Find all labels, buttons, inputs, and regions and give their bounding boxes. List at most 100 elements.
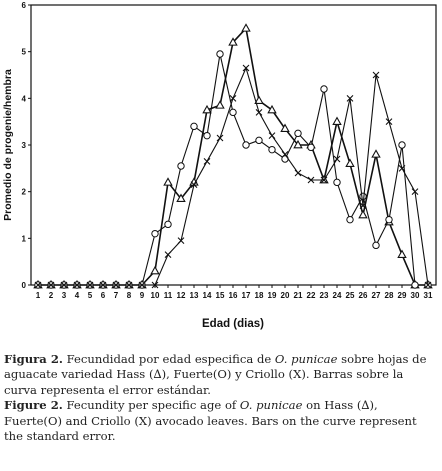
point-criollo (268, 132, 276, 140)
y-tick-label: 5 (22, 48, 27, 57)
series-criollo (34, 64, 432, 289)
point-criollo (112, 281, 120, 289)
point-hass (332, 116, 342, 126)
x-tick-label: 1 (36, 291, 41, 300)
point-criollo (177, 237, 185, 245)
point-criollo (86, 281, 94, 289)
point-hass (280, 123, 290, 133)
x-tick-label: 21 (294, 291, 303, 300)
point-fuerte (177, 162, 185, 170)
y-tick-label: 6 (22, 1, 27, 10)
series-line-fuerte (38, 53, 428, 286)
point-criollo (203, 157, 211, 165)
point-criollo (398, 164, 406, 172)
point-fuerte (229, 108, 237, 117)
point-fuerte (255, 136, 263, 145)
point-hass (241, 23, 251, 32)
point-criollo (138, 281, 146, 289)
x-tick-label: 20 (281, 291, 290, 300)
series-line-hass (38, 26, 428, 286)
point-fuerte (242, 141, 250, 149)
point-criollo (372, 71, 380, 79)
point-fuerte (294, 129, 302, 138)
point-criollo (307, 176, 315, 184)
point-criollo (359, 202, 367, 210)
point-criollo (255, 108, 263, 116)
point-criollo (190, 181, 198, 189)
y-axis-title: Promedio de progenie/hembra (2, 69, 14, 221)
series-hass (33, 23, 433, 289)
x-tick-label: 22 (307, 291, 316, 300)
point-criollo (34, 281, 42, 289)
x-tick-label: 23 (320, 291, 329, 300)
point-criollo (125, 281, 133, 289)
x-tick-label: 4 (75, 291, 80, 300)
point-fuerte (307, 143, 315, 152)
point-fuerte (151, 229, 159, 238)
point-hass (215, 100, 225, 109)
point-criollo (164, 251, 172, 259)
x-tick-label: 30 (411, 291, 420, 300)
caption-english: Figure 2. Fecundity per specific age of … (4, 398, 438, 444)
point-hass (150, 265, 160, 275)
caption-spanish: Figura 2. Fecundidad por edad especifica… (4, 352, 438, 398)
x-tick-label: 27 (372, 291, 381, 300)
point-criollo (385, 118, 393, 126)
caption-en-text-b: on Hass (∆), Fuerte(O) and Criollo (X) a… (4, 398, 417, 444)
x-tick-label: 6 (101, 291, 106, 300)
x-tick-label: 11 (164, 291, 173, 300)
figure-caption: Figura 2. Fecundidad por edad especifica… (4, 352, 438, 444)
point-hass (293, 139, 303, 149)
x-tick-label: 19 (268, 291, 277, 300)
point-criollo (333, 155, 341, 163)
point-hass (163, 177, 173, 186)
point-criollo (73, 281, 81, 289)
x-tick-label: 2 (49, 291, 54, 300)
point-fuerte (268, 145, 276, 154)
caption-es-text-b: sobre hojas de aguacate variedad Hass (∆… (4, 352, 427, 397)
series-line-criollo (38, 66, 429, 286)
caption-en-label: Figure 2. (4, 398, 63, 413)
point-criollo (411, 188, 419, 196)
point-criollo (47, 281, 55, 289)
point-fuerte (385, 215, 393, 224)
x-axis-ticks: 1 2 3 4 5 6 7 8 9 10 11 12 13 14 15 16 17 18 19 20 21 22 23 24 2… (36, 285, 433, 300)
caption-en-species: O. punicae (239, 398, 303, 413)
point-criollo (60, 281, 68, 289)
point-criollo (320, 176, 328, 184)
x-tick-label: 5 (88, 291, 93, 300)
point-fuerte (216, 50, 224, 58)
point-fuerte (359, 192, 367, 201)
y-tick-label: 1 (22, 234, 27, 243)
point-criollo (99, 281, 107, 289)
caption-es-text-a: Fecundidad por edad especifica de (62, 352, 275, 366)
caption-es-label: Figura 2. (4, 352, 63, 366)
x-tick-label: 12 (177, 291, 186, 300)
point-fuerte (333, 178, 341, 187)
y-tick-label: 4 (22, 94, 27, 103)
x-tick-label: 29 (398, 291, 407, 300)
x-tick-label: 8 (127, 291, 132, 300)
x-tick-label: 9 (140, 291, 145, 300)
caption-es-species: O. punicae (274, 352, 338, 366)
point-criollo (281, 150, 289, 158)
x-tick-label: 13 (190, 291, 199, 300)
caption-en-text-a: Fecundity per specific age of (62, 398, 240, 413)
point-criollo (242, 64, 250, 72)
point-hass (267, 104, 277, 114)
point-criollo (229, 94, 237, 102)
point-fuerte (411, 281, 419, 289)
x-tick-label: 15 (216, 291, 225, 300)
point-criollo (346, 94, 354, 102)
y-tick-label: 3 (22, 141, 27, 150)
point-fuerte (372, 241, 380, 250)
y-axis-ticks: 0 1 2 3 4 5 6 (22, 1, 31, 290)
x-tick-label: 3 (62, 291, 67, 300)
x-axis-title: Edad (dias) (202, 318, 264, 330)
y-tick-label: 0 (22, 281, 27, 290)
x-tick-label: 25 (346, 291, 355, 300)
x-tick-label: 18 (255, 291, 264, 300)
point-hass (228, 37, 238, 46)
